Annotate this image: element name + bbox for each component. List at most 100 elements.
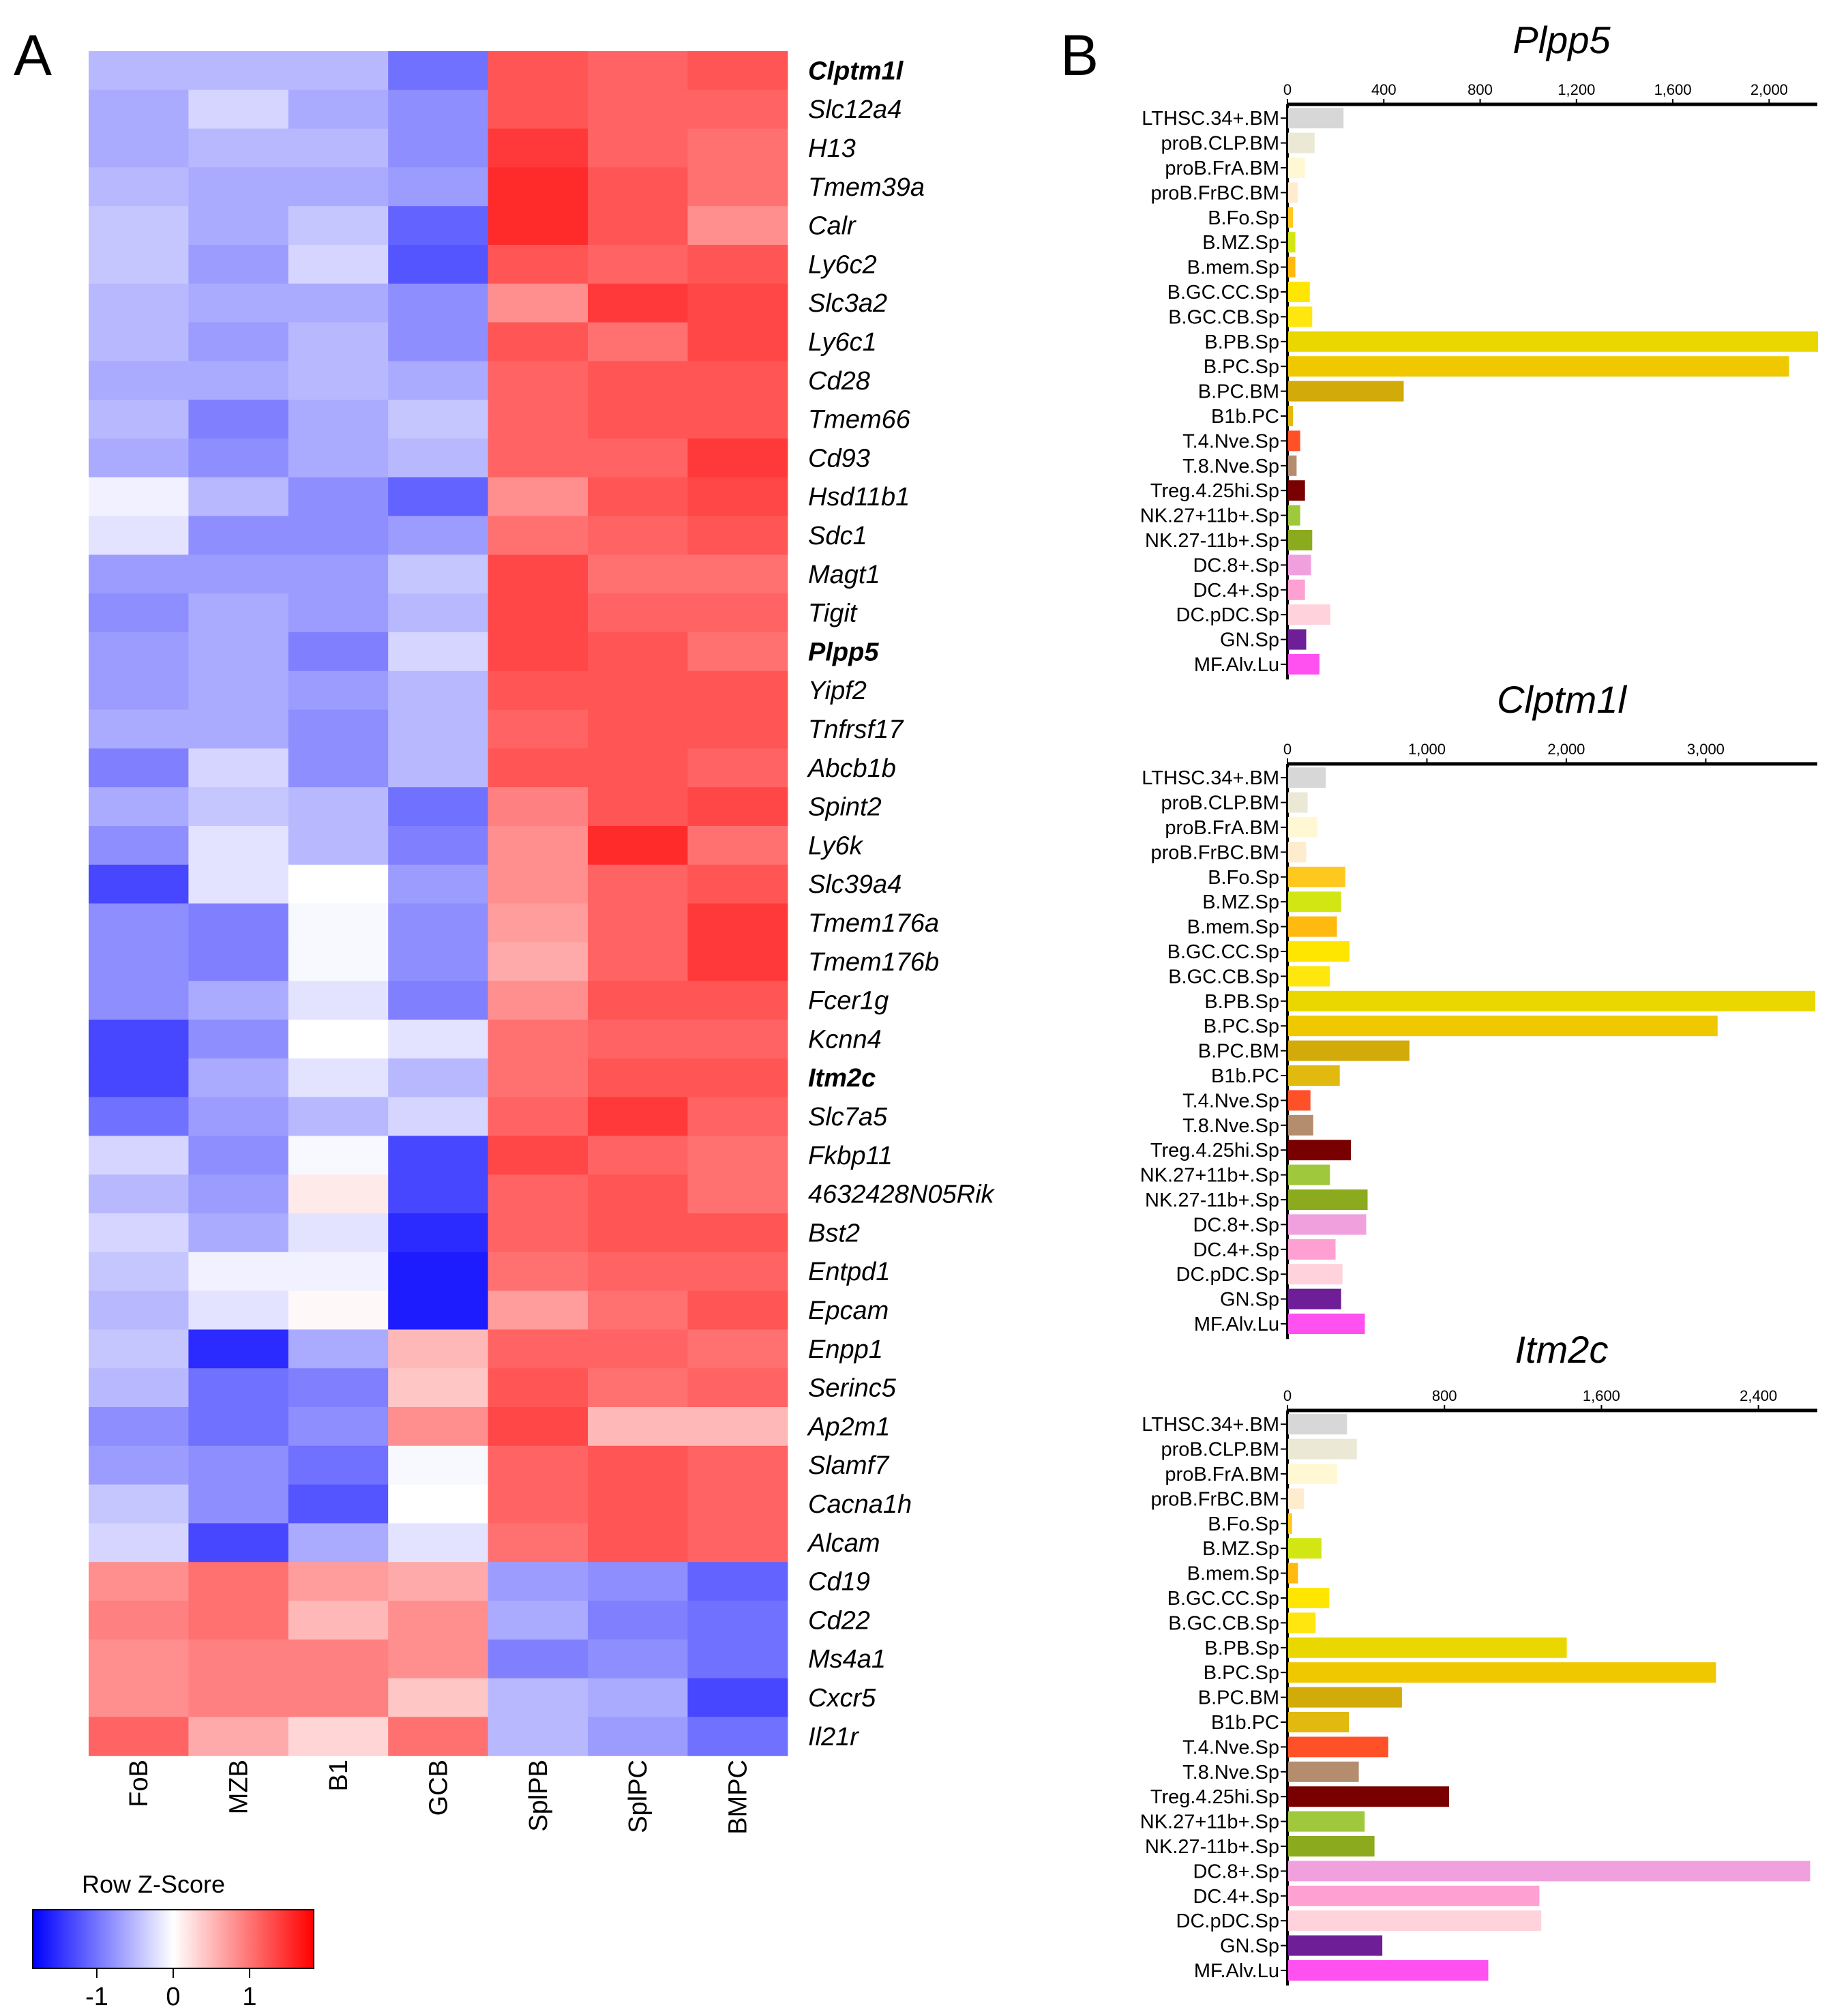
heatmap-cell bbox=[89, 709, 189, 749]
barchart-tick-label: 800 bbox=[1432, 1387, 1457, 1404]
heatmap-cell bbox=[488, 1058, 588, 1098]
heatmap-cell bbox=[488, 903, 588, 943]
barchart-bar bbox=[1288, 158, 1305, 178]
heatmap-column-label: SplPB bbox=[524, 1760, 553, 1832]
barchart-category-label: B.PC.BM bbox=[1198, 1041, 1279, 1063]
heatmap-row-label: Ms4a1 bbox=[808, 1645, 886, 1674]
barchart-bar bbox=[1288, 1811, 1365, 1832]
barchart-category-label: B.mem.Sp bbox=[1187, 257, 1279, 279]
barchart-category-label: DC.4+.Sp bbox=[1193, 1886, 1279, 1908]
heatmap-cell bbox=[588, 245, 688, 284]
heatmap-cell bbox=[687, 1174, 788, 1214]
heatmap-cell bbox=[288, 709, 389, 749]
heatmap-cell bbox=[388, 1407, 489, 1447]
heatmap-cell bbox=[388, 1562, 489, 1601]
barchart-bar bbox=[1288, 579, 1305, 600]
heatmap-cell bbox=[89, 516, 189, 555]
heatmap-cell bbox=[687, 1445, 788, 1485]
barchart-plpp5: Plpp5 0 400 800 1,200 1,600 2,000 LTHSC.34+.BM p… bbox=[1140, 18, 1818, 680]
heatmap-cell bbox=[488, 1407, 588, 1447]
heatmap-row-label: Fkbp11 bbox=[808, 1142, 893, 1170]
heatmap-cell bbox=[388, 1368, 489, 1408]
heatmap-row-label: Clptm1l bbox=[808, 57, 904, 85]
barchart-tick-label: 0 bbox=[1283, 1387, 1292, 1404]
heatmap-cell bbox=[588, 748, 688, 788]
heatmap-cell bbox=[89, 1445, 189, 1485]
heatmap-cell bbox=[588, 1252, 688, 1292]
heatmap-cell bbox=[89, 1717, 189, 1756]
heatmap-cell bbox=[588, 361, 688, 400]
barchart-tick-label: 3,000 bbox=[1687, 741, 1725, 758]
barchart-category-label: T.4.Nve.Sp bbox=[1182, 1090, 1279, 1112]
heatmap-cell bbox=[388, 864, 489, 904]
heatmap-cell bbox=[687, 128, 788, 168]
heatmap-cell bbox=[188, 477, 289, 517]
barchart-bar bbox=[1288, 1935, 1383, 1956]
heatmap-cell bbox=[488, 1484, 588, 1524]
barchart-title: Itm2c bbox=[1515, 1328, 1609, 1371]
heatmap-cell bbox=[89, 1058, 189, 1098]
barchart-category-label: LTHSC.34+.BM bbox=[1142, 108, 1279, 130]
heatmap-row-label: Ly6c1 bbox=[808, 328, 877, 357]
barchart-category-label: proB.FrBC.BM bbox=[1150, 182, 1279, 204]
heatmap-cell bbox=[588, 89, 688, 130]
barchart-category-label: B.GC.CB.Sp bbox=[1168, 1612, 1279, 1634]
heatmap-cell bbox=[588, 864, 688, 904]
heatmap-cell bbox=[188, 1445, 289, 1485]
heatmap-cell bbox=[388, 1213, 489, 1253]
heatmap-cell bbox=[188, 709, 289, 749]
barchart-bar bbox=[1288, 966, 1330, 987]
heatmap-row-label: Calr bbox=[808, 212, 856, 241]
heatmap-column-label: FoB bbox=[125, 1760, 153, 1807]
heatmap-cell bbox=[588, 632, 688, 672]
barchart-bar bbox=[1288, 990, 1815, 1011]
heatmap-cell bbox=[687, 1020, 788, 1059]
barchart-category-label: B.PC.Sp bbox=[1204, 1016, 1279, 1037]
barchart-category-label: proB.FrBC.BM bbox=[1150, 842, 1279, 863]
barchart-bar bbox=[1288, 381, 1404, 402]
barchart-bar bbox=[1288, 207, 1294, 228]
barchart-bar bbox=[1288, 1164, 1330, 1185]
heatmap-cell bbox=[687, 400, 788, 439]
heatmap-cell bbox=[288, 477, 389, 517]
barchart-category-label: proB.FrBC.BM bbox=[1150, 1488, 1279, 1510]
heatmap-cell bbox=[588, 1136, 688, 1175]
barchart-bar bbox=[1288, 1214, 1367, 1235]
heatmap-cell bbox=[388, 283, 489, 323]
heatmap-cell bbox=[188, 1562, 289, 1601]
heatmap-cell bbox=[188, 787, 289, 827]
heatmap-cell bbox=[687, 554, 788, 594]
heatmap-cell bbox=[89, 51, 189, 91]
heatmap-cell bbox=[288, 1601, 389, 1640]
barchart-bar bbox=[1288, 1563, 1298, 1584]
heatmap-row-label: Slc12a4 bbox=[808, 95, 901, 124]
heatmap-cell bbox=[687, 1407, 788, 1447]
heatmap-cell bbox=[188, 516, 289, 555]
barchart-bar bbox=[1288, 1712, 1350, 1732]
barchart-tick-label: 1,000 bbox=[1408, 741, 1446, 758]
barchart-bar bbox=[1288, 817, 1317, 838]
heatmap-cell bbox=[588, 670, 688, 711]
heatmap-row-label: Sdc1 bbox=[808, 522, 867, 550]
heatmap-cell bbox=[588, 477, 688, 517]
heatmap-row-label: Slamf7 bbox=[808, 1451, 890, 1480]
barchart-bar bbox=[1288, 406, 1294, 426]
heatmap-cell bbox=[388, 554, 489, 594]
heatmap-cell bbox=[488, 1639, 588, 1679]
heatmap-row-label: Slc3a2 bbox=[808, 289, 887, 318]
heatmap-row-label: H13 bbox=[808, 134, 856, 163]
heatmap-cell bbox=[388, 167, 489, 207]
heatmap-cell bbox=[89, 1252, 189, 1292]
heatmap-cell bbox=[89, 1678, 189, 1717]
heatmap-cell bbox=[687, 632, 788, 672]
heatmap-cell bbox=[188, 1717, 289, 1756]
barchart-tick-label: 2,400 bbox=[1740, 1387, 1777, 1404]
barchart-title: Plpp5 bbox=[1512, 18, 1611, 61]
barchart-bar bbox=[1288, 1538, 1322, 1559]
heatmap-cell bbox=[488, 709, 588, 749]
barchart-tick-label: 1,600 bbox=[1654, 81, 1692, 98]
heatmap-cell bbox=[588, 709, 688, 749]
barchart-category-label: NK.27-11b+.Sp bbox=[1145, 1189, 1279, 1211]
heatmap-row-label: Tmem176a bbox=[808, 909, 939, 938]
